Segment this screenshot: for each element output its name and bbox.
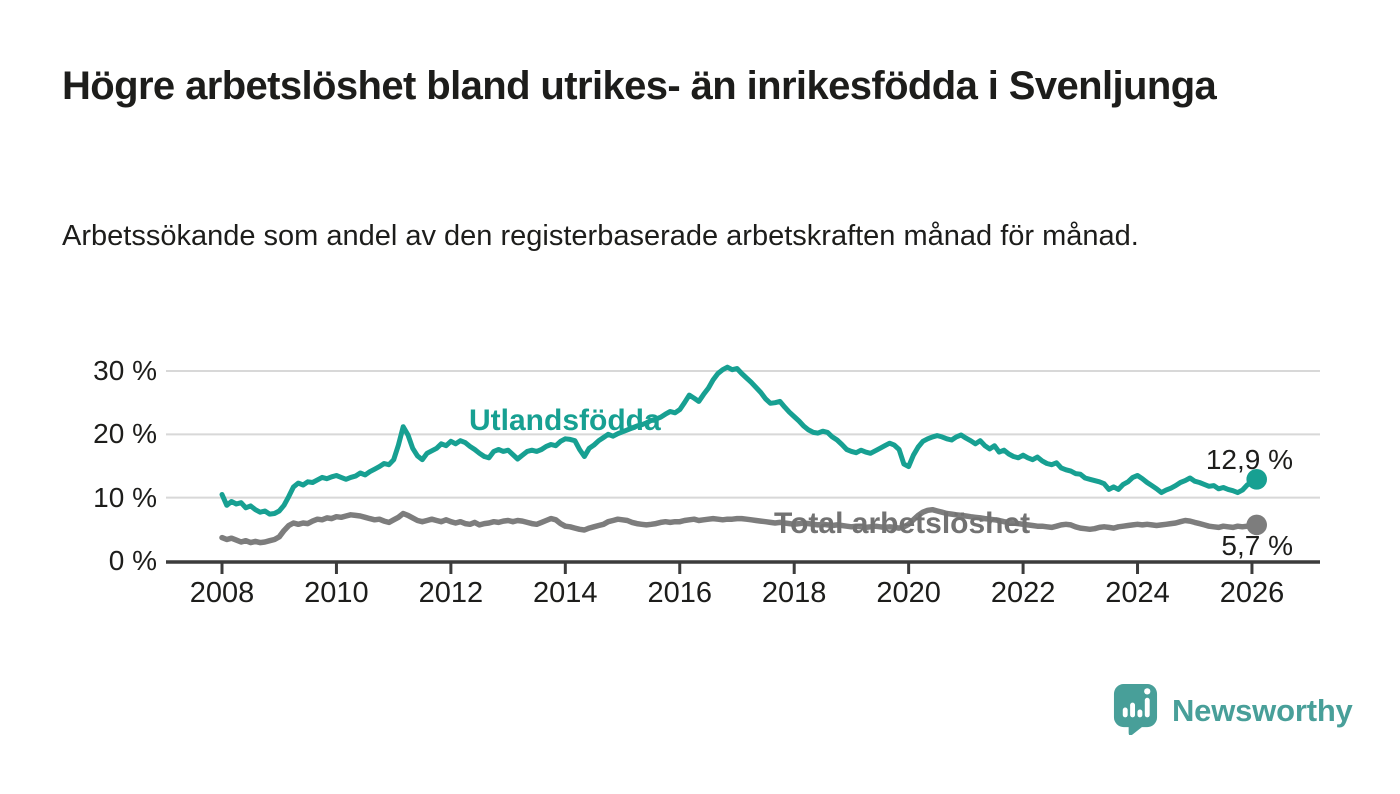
total-arbetsloshet-end-dot (1246, 514, 1267, 536)
newsworthy-bubble-chart-icon (1112, 682, 1159, 740)
utlandsfodda-end-dot (1246, 469, 1267, 490)
series-label-utlandsfodda: Utlandsfödda (469, 404, 661, 437)
y-axis-tick-label: 10 % (93, 481, 157, 513)
end-value-label-utlandsfodda: 12,9 % (1205, 444, 1293, 475)
x-axis-tick-label: 2016 (647, 577, 712, 609)
x-axis-tick-label: 2010 (304, 577, 369, 609)
utlandsfodda-line (219, 364, 1260, 517)
y-axis-tick-label: 30 % (93, 355, 157, 386)
x-axis-tick-label: 2026 (1219, 577, 1285, 609)
end-value-label-total: 5,7 % (1221, 530, 1293, 561)
x-axis-tick-label: 2014 (533, 577, 598, 609)
y-axis-tick-label: 0 % (108, 545, 157, 576)
newsworthy-logo: Newsworthy (1112, 682, 1353, 740)
x-axis-tick-label: 2008 (189, 577, 255, 609)
y-axis-tick-label: 20 % (93, 418, 157, 450)
newsworthy-wordmark: Newsworthy (1172, 693, 1353, 728)
chart-subtitle: Arbetssökande som andel av den registerb… (62, 220, 1139, 252)
page-title: Högre arbetslöshet bland utrikes- än inr… (62, 64, 1217, 108)
x-axis-tick-label: 2012 (418, 577, 484, 609)
series-label-total-arbetsloshet: Total arbetslöshet (774, 507, 1031, 540)
x-axis-tick-label: 2018 (761, 577, 827, 609)
x-axis-tick-label: 2020 (876, 577, 941, 609)
x-axis-tick-label: 2022 (990, 577, 1056, 609)
total-arbetsloshet-line (219, 506, 1260, 546)
x-axis-tick-label: 2024 (1105, 577, 1170, 609)
